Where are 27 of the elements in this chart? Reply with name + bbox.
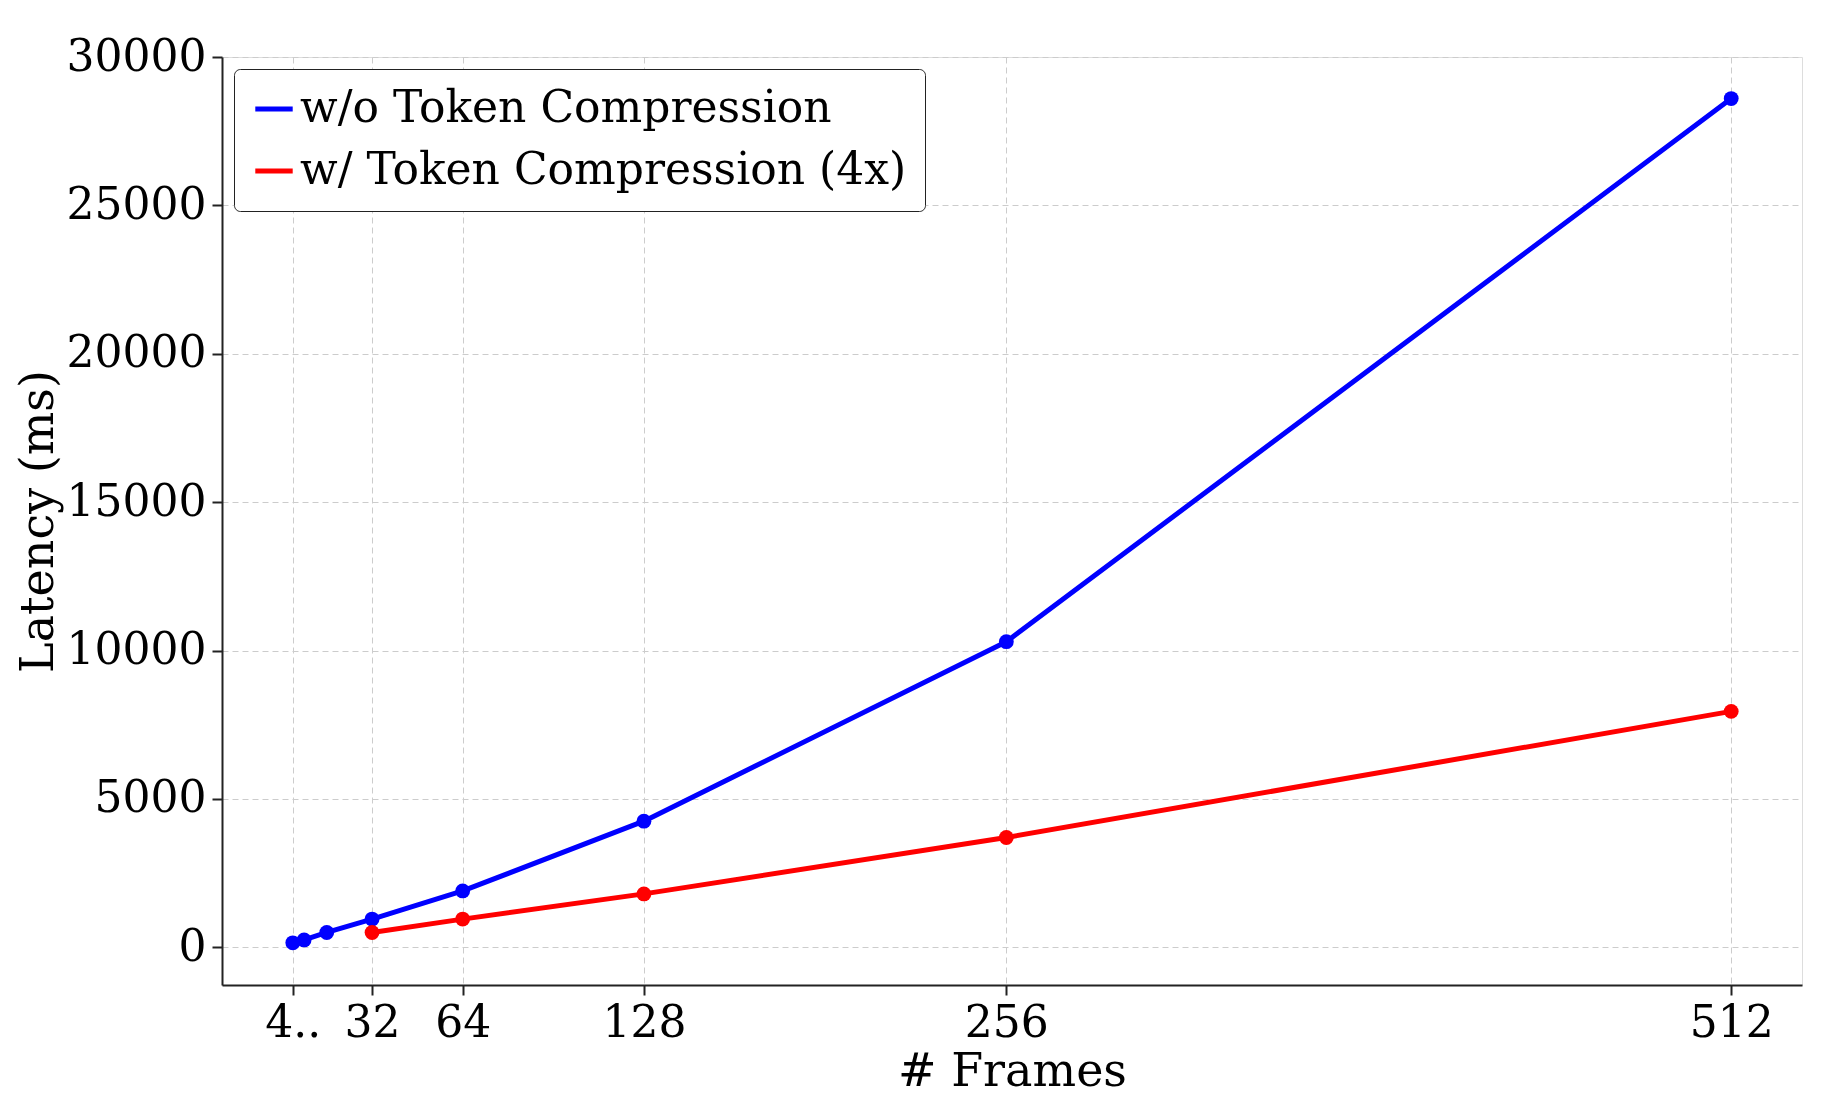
y-tick-label: 5000 bbox=[94, 771, 207, 823]
x-tick-label: 64 bbox=[435, 995, 492, 1047]
point bbox=[296, 932, 312, 948]
point bbox=[319, 925, 335, 940]
point bbox=[998, 634, 1014, 650]
y-tick-label: 15000 bbox=[66, 474, 207, 526]
x-tick-label: 32 bbox=[344, 995, 401, 1047]
point bbox=[1723, 91, 1739, 106]
point bbox=[636, 813, 652, 829]
point bbox=[455, 911, 471, 927]
y-tick-label: 20000 bbox=[66, 326, 207, 378]
point bbox=[998, 830, 1014, 845]
y-tick-label: 25000 bbox=[66, 177, 207, 229]
x-tick-label: 512 bbox=[1689, 995, 1774, 1047]
y-tick-label: 30000 bbox=[66, 29, 207, 81]
point bbox=[364, 911, 380, 927]
y-tick-label: 10000 bbox=[66, 623, 207, 675]
point bbox=[636, 886, 652, 902]
legend-label: w/ Token Compression (4x) bbox=[300, 143, 907, 194]
y-axis-title: Latency (ms) bbox=[9, 370, 64, 673]
x-tick-label: 128 bbox=[602, 995, 687, 1047]
point bbox=[1723, 703, 1739, 719]
y-tick-label: 0 bbox=[178, 919, 207, 971]
x-tick-label: 4.. bbox=[265, 995, 322, 1047]
point bbox=[364, 925, 380, 940]
point bbox=[455, 883, 471, 899]
legend-label: w/o Token Compression bbox=[300, 81, 832, 132]
